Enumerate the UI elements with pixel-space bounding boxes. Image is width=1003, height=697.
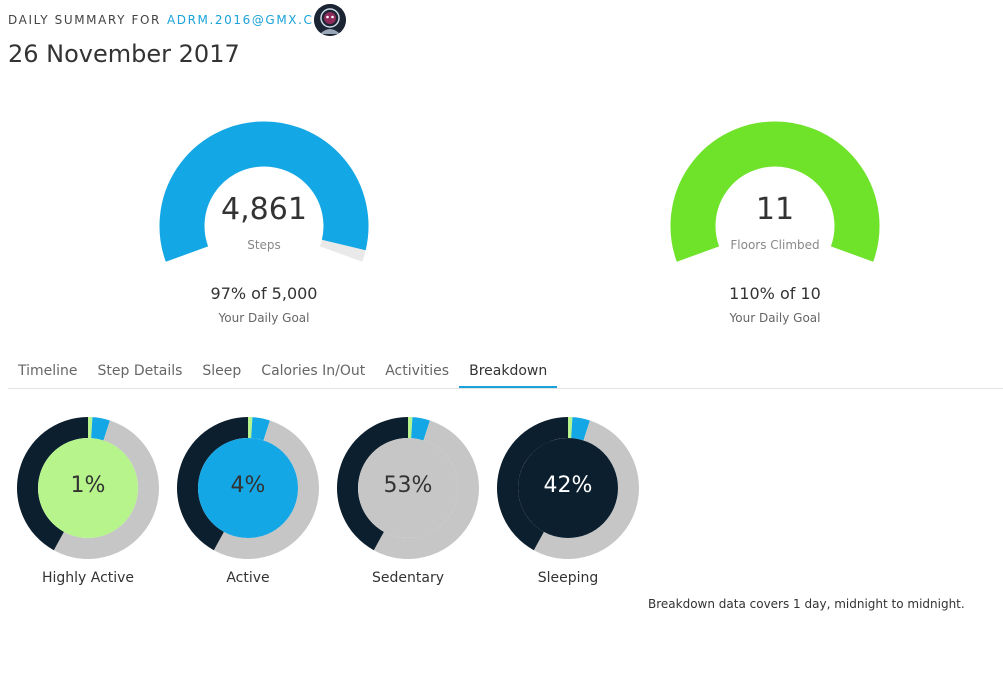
steps-unit-label: Steps [247,238,281,252]
active-donut-chart [177,417,319,559]
floors-unit-label: Floors Climbed [730,238,820,252]
highly-active-center-disc [38,438,138,538]
active-ring-segment [251,417,270,441]
highly-active-label: Highly Active [41,570,135,586]
sedentary-percent: 53% [383,473,433,498]
sedentary-ring-segment [53,420,160,559]
steps-goal-percent: 97% of 5,000 [210,284,318,303]
steps-goal-info: 97% of 5,000 Your Daily Goal [149,284,379,325]
floors-goal-info: 110% of 10 Your Daily Goal [660,284,890,325]
summary-tabs: Timeline Step Details Sleep Calories In/… [8,358,1003,389]
active-ring-segment [91,417,110,441]
highly-active-ring-segment [248,417,253,439]
sedentary-center-disc [358,438,458,538]
sleeping-ring-segment [497,417,568,551]
tab-step-details[interactable]: Step Details [97,363,183,379]
floors-gauge: 11 Floors Climbed [660,114,890,264]
active-label: Active [226,570,270,586]
sleeping-ring-segment [337,417,408,551]
active-percent: 4% [230,473,266,498]
sleeping-ring-segment [16,417,88,551]
tab-breakdown[interactable]: Breakdown [459,358,558,388]
floors-goal-label: Your Daily Goal [729,311,821,325]
sedentary-label: Sedentary [372,570,444,586]
tab-timeline[interactable]: Timeline [18,363,78,379]
header-prefix: DAILY SUMMARY FOR [8,13,161,27]
highly-active-ring-segment [568,417,573,439]
active-donut: 4% [176,416,320,560]
sleeping-donut-chart [497,417,639,559]
highly-active-ring-segment [88,417,93,439]
avatar-image-icon [314,4,346,36]
steps-goal-label: Your Daily Goal [218,311,310,325]
tab-calories-in-out[interactable]: Calories In/Out [261,363,366,379]
steps-gauge-fill [159,121,369,262]
tab-activities[interactable]: Activities [385,363,450,379]
highly-active-donut: 1% [16,416,160,560]
breakdown-note: Breakdown data covers 1 day, midnight to… [648,597,965,611]
sedentary-ring-segment [213,420,319,559]
page-title-date: 26 November 2017 [8,40,240,68]
daily-summary-header: DAILY SUMMARY FOR ADRM.2016@GMX.CH [8,10,324,30]
sleeping-center-disc [518,438,618,538]
sedentary-ring-segment [533,420,639,559]
sleeping-donut: 42% [496,416,640,560]
avatar[interactable] [314,4,346,36]
sleeping-percent: 42% [543,473,593,498]
sedentary-donut-chart [337,417,479,559]
floors-gauge-chart [670,121,880,262]
sleeping-ring-segment [177,417,248,551]
sedentary-donut: 53% [336,416,480,560]
steps-count: 4,861 [221,192,307,227]
sedentary-ring-segment [373,420,479,559]
floors-gauge-fill [670,121,880,262]
active-center-disc [198,438,298,538]
highly-active-ring-segment [408,417,413,439]
steps-gauge-chart [159,121,369,262]
highly-active-donut-chart [16,417,160,559]
active-ring-segment [411,417,430,441]
sleeping-label: Sleeping [537,570,599,586]
steps-gauge: 4,861 Steps [149,114,379,264]
active-ring-segment [571,417,590,441]
floors-count: 11 [755,192,795,227]
tab-sleep[interactable]: Sleep [202,363,242,379]
floors-goal-percent: 110% of 10 [729,284,821,303]
highly-active-percent: 1% [70,473,106,498]
user-email-link[interactable]: ADRM.2016@GMX.CH [166,13,325,27]
